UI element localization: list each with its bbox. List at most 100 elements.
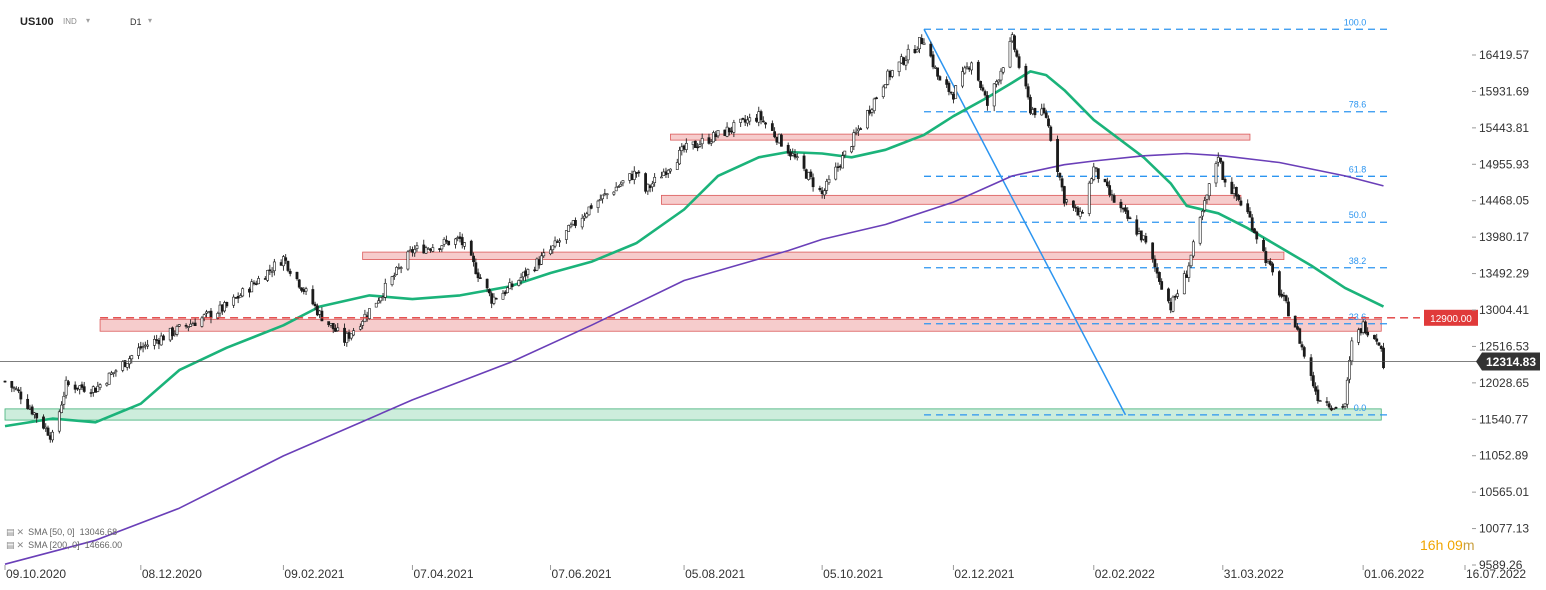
candle-body [678, 150, 681, 165]
legend-sma-50-name: SMA [50, 0] [28, 527, 75, 537]
candle [252, 280, 256, 286]
candle [748, 113, 752, 126]
candle-body [1298, 328, 1302, 344]
candle-body [220, 304, 224, 312]
candle-body [313, 303, 317, 307]
candle-body [1314, 386, 1318, 392]
instrument-dropdown-icon[interactable]: ▾ [86, 16, 91, 25]
candle [248, 287, 251, 298]
candle [841, 151, 844, 169]
candle-body [155, 339, 159, 341]
candle-body [1031, 109, 1035, 115]
candle [1246, 199, 1250, 215]
candle [241, 287, 245, 298]
candle-body [1056, 138, 1059, 173]
candle [311, 285, 315, 306]
fib-level-label-0: 100.0 [1344, 17, 1367, 27]
candle-body [985, 95, 989, 106]
candle [1047, 115, 1050, 128]
candle [454, 237, 457, 249]
candle [617, 185, 620, 188]
candle-body [1373, 334, 1376, 340]
candle [1248, 207, 1252, 218]
candle-body [1124, 207, 1127, 212]
instrument-symbol[interactable]: US100 [20, 16, 54, 28]
timeframe-selector[interactable]: D1 [130, 17, 142, 27]
candle-body [596, 200, 600, 208]
candle-body [583, 215, 586, 219]
legend-sma-200-value: 14666.00 [84, 540, 123, 550]
price-tick-label: 14955.93 [1479, 157, 1529, 171]
candle-body [811, 177, 815, 188]
candle-body [712, 132, 715, 143]
candle [1144, 232, 1148, 245]
legend-sma-200[interactable]: ▤ ✕ SMA [200, 0] 14666.00 [6, 540, 122, 551]
candle-body [1214, 163, 1218, 184]
candle [707, 133, 711, 145]
candle-body [834, 166, 838, 180]
candle-body [537, 259, 541, 266]
candle [890, 69, 894, 79]
candle-body [807, 172, 810, 180]
candle [472, 252, 475, 267]
candle [1062, 185, 1066, 207]
candle-body [1137, 231, 1141, 234]
candle [804, 168, 808, 179]
candle-body [585, 213, 589, 218]
indicator-settings-icon[interactable]: ▤ [6, 527, 15, 537]
candle [789, 148, 792, 161]
candle-body [232, 296, 236, 306]
indicator-settings-icon[interactable]: ▤ [6, 540, 15, 550]
candle [114, 369, 118, 377]
candle-body [1221, 161, 1225, 180]
candle-body [979, 80, 982, 88]
candle [415, 242, 419, 252]
candle-body [818, 187, 822, 191]
candle [1092, 162, 1096, 182]
candle [152, 335, 156, 350]
candle-body [780, 134, 783, 147]
candle-body [1325, 401, 1329, 403]
candle [1268, 258, 1272, 266]
candle [107, 372, 111, 385]
candle [297, 279, 301, 289]
candle [872, 97, 876, 114]
candle-body [485, 278, 489, 289]
candle [1216, 152, 1220, 167]
candle-body [786, 144, 790, 154]
candle-body [691, 141, 695, 145]
candle-body [580, 217, 584, 228]
candle-body [1366, 331, 1370, 336]
candle [775, 136, 779, 145]
candle-body [456, 237, 460, 239]
indicator-remove-icon[interactable]: ✕ [16, 540, 25, 550]
candle [492, 293, 496, 306]
legend-sma-50[interactable]: ▤ ✕ SMA [50, 0] 13046.68 [6, 527, 117, 538]
candle-body [177, 324, 181, 327]
candle-body [970, 62, 973, 71]
candle-body [272, 261, 276, 272]
candle-body [725, 126, 729, 137]
candle [478, 274, 482, 279]
candle-body [1248, 211, 1252, 218]
price-tick-label: 10077.13 [1479, 522, 1529, 536]
timeframe-dropdown-icon[interactable]: ▾ [148, 16, 153, 25]
candle-body [1201, 210, 1204, 217]
candle [1108, 180, 1112, 198]
candle-body [1282, 294, 1286, 297]
candle-body [1293, 315, 1297, 328]
candle-body [374, 302, 378, 308]
candle [1287, 297, 1290, 317]
candle [128, 355, 131, 369]
candle-body [1049, 126, 1053, 141]
candle-body [997, 79, 1001, 83]
candle [517, 279, 521, 287]
indicator-remove-icon[interactable]: ✕ [16, 527, 25, 537]
candle [1044, 109, 1048, 119]
candle-body [1081, 212, 1084, 214]
candle-body [1060, 178, 1064, 188]
candle-body [859, 128, 863, 130]
candle [1065, 198, 1069, 206]
candle-body [193, 322, 197, 327]
